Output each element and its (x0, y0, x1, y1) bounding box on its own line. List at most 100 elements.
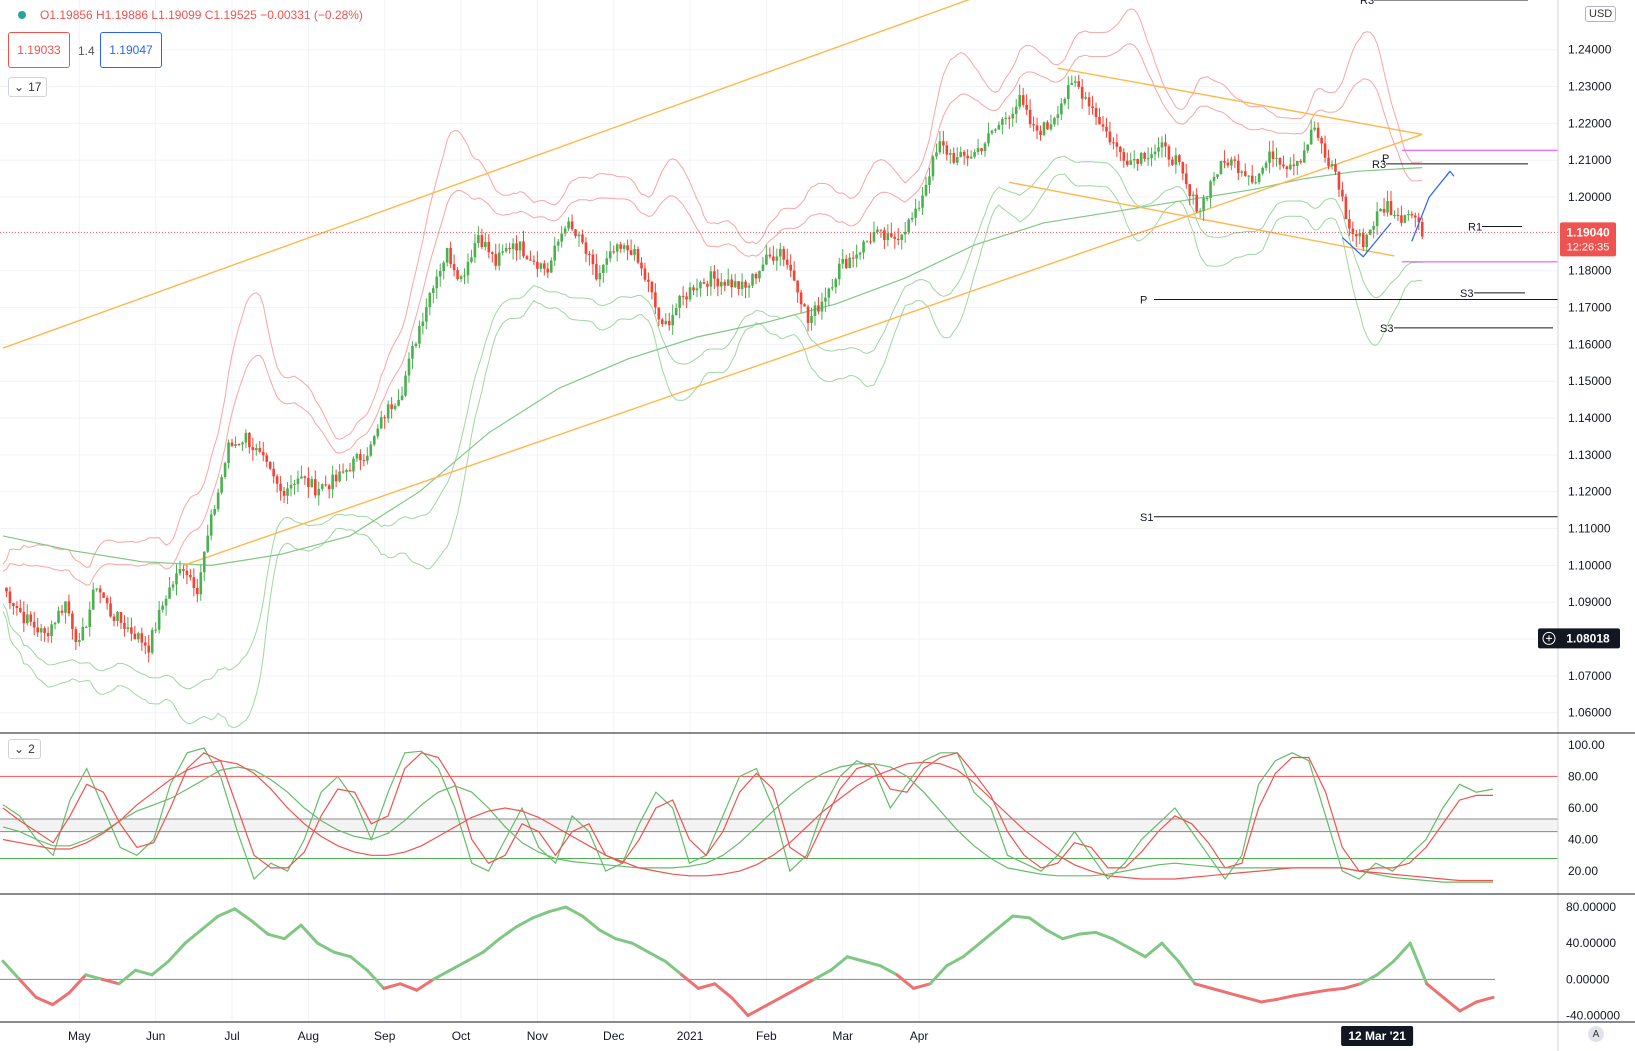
candle-body (112, 616, 116, 622)
candle-body (563, 228, 567, 234)
projection-arrow[interactable] (1411, 170, 1451, 242)
candle-body (1115, 142, 1119, 147)
candle-body (1306, 144, 1310, 151)
indicator-toggle-main[interactable]: ⌄ 17 (8, 77, 48, 97)
projection-path[interactable] (1342, 222, 1392, 258)
spread-value: 1.4 (78, 44, 95, 58)
candle-body (699, 282, 702, 289)
candle-body (602, 264, 605, 273)
candle-body (584, 242, 588, 254)
osc2-tick-label: 0.00000 (1566, 972, 1610, 986)
oscillator-segment (1193, 982, 1214, 990)
candle-body (362, 460, 366, 462)
price-pane[interactable] (0, 0, 1558, 728)
candle-body (102, 592, 105, 598)
candle-body (445, 248, 449, 263)
oscillator-segment (249, 919, 270, 936)
candle-body (824, 297, 827, 302)
candle-body (164, 598, 168, 606)
candle-body (248, 432, 251, 448)
oscillator-segment (1011, 914, 1031, 920)
oscillator-segment (1143, 941, 1164, 959)
price-tick-label: 1.23000 (1568, 80, 1612, 94)
candle-body (973, 152, 976, 157)
candle-body (595, 264, 598, 280)
candle-body (501, 251, 504, 253)
stochastic-pane[interactable] (0, 747, 1558, 883)
candle-body (425, 307, 428, 322)
candle-body (223, 463, 227, 478)
bollinger-inner-lower (2, 155, 1423, 690)
candle-body (1184, 173, 1188, 185)
candle-body (84, 626, 88, 628)
candle-body (116, 612, 119, 622)
candle-body (255, 448, 258, 451)
candle-body (692, 287, 695, 291)
oscillator-segment (796, 977, 816, 990)
time-axis-label: Mar (832, 1029, 853, 1043)
candle-body (685, 296, 688, 300)
oscillator-segment (912, 982, 932, 990)
oscillator-segment (547, 905, 568, 914)
oscillator-segment (365, 968, 386, 990)
candle-body (588, 253, 591, 255)
candle-body (202, 551, 206, 573)
candle-body (251, 447, 255, 451)
candle-body (390, 404, 393, 409)
candle-body (1264, 162, 1268, 168)
oscillator-segment (1110, 937, 1131, 950)
candle-body (1008, 117, 1011, 119)
candle-body (8, 591, 12, 603)
candle-body (761, 264, 765, 271)
candle-body (994, 129, 997, 131)
chevron-down-icon: ⌄ (14, 742, 25, 756)
sell-button[interactable]: 1.19033 (8, 32, 70, 68)
candle-body (1396, 214, 1400, 216)
currency-button[interactable]: USD (1585, 6, 1617, 22)
candle-body (431, 288, 435, 294)
candle-body (1410, 214, 1414, 216)
chevron-down-icon: ⌄ (14, 80, 25, 94)
candle-body (1178, 155, 1181, 163)
candle-body (622, 245, 626, 249)
auto-scale-button[interactable]: A (1588, 1026, 1604, 1042)
oscillator-segment (895, 973, 916, 990)
candle-body (88, 609, 92, 627)
time-axis-label: May (68, 1029, 91, 1043)
candle-body (796, 280, 799, 293)
oscillator-segment (299, 923, 320, 945)
indicator-toggle-osc[interactable]: ⌄ 2 (8, 739, 41, 759)
trendline[interactable] (183, 133, 1423, 567)
oscillator-segment (878, 964, 899, 977)
grid-layer (0, 0, 1558, 1022)
candle-body (959, 151, 963, 158)
candle-body (25, 614, 29, 624)
candle-body (508, 248, 511, 250)
oscillator-segment (349, 955, 369, 972)
candle-body (608, 251, 612, 259)
trendline[interactable] (1057, 67, 1423, 136)
candle-body (1302, 150, 1306, 163)
candle-body (185, 570, 189, 575)
oscillator-pane[interactable] (0, 905, 1495, 1017)
candle-body (525, 256, 529, 260)
oscillator-segment (1325, 986, 1346, 992)
candle-body (67, 601, 71, 614)
trendline[interactable] (2, 0, 1422, 349)
add-alert-icon[interactable] (1542, 631, 1556, 645)
candle-body (969, 156, 973, 159)
candle-body (1365, 234, 1369, 248)
candle-body (643, 268, 647, 280)
pivot-level-label: R3 (1372, 159, 1386, 171)
trendline[interactable] (1009, 181, 1395, 257)
candle-body (456, 270, 459, 280)
buy-button[interactable]: 1.19047 (100, 32, 162, 68)
candle-body (279, 483, 282, 491)
candle-body (355, 453, 359, 459)
candle-body (352, 458, 355, 472)
candle-body (196, 588, 199, 595)
candle-body (758, 270, 761, 279)
candle-body (702, 282, 706, 284)
